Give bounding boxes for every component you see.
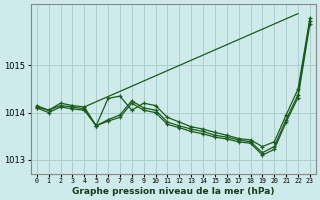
X-axis label: Graphe pression niveau de la mer (hPa): Graphe pression niveau de la mer (hPa) bbox=[72, 187, 275, 196]
